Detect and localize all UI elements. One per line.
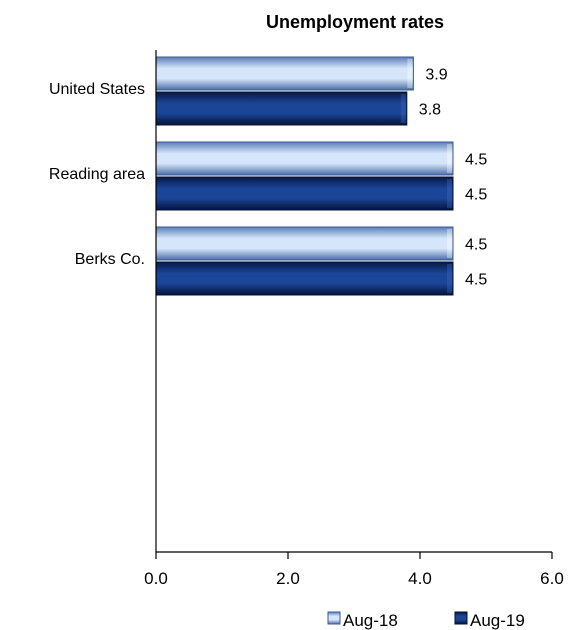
data-label: 4.5 [465,187,487,204]
data-label: 4.5 [465,152,487,169]
bar-aug-19-reading-area [155,176,454,211]
legend-swatch-aug-18 [327,611,341,625]
data-labels-group: 3.9 3.8 4.5 4.5 4.5 4.5 [419,67,488,289]
bar-end-highlight [447,264,452,293]
bar-end-highlight [447,144,452,173]
legend: Aug-18 Aug-19 [327,611,525,630]
data-label: 4.5 [465,237,487,254]
legend-swatch-aug-19 [454,611,468,625]
bar-end-highlight [400,94,406,123]
data-label: 3.9 [425,67,447,84]
chart-title: Unemployment rates [266,12,444,32]
bar-aug-19-united-states [155,91,408,126]
category-label: Reading area [49,166,145,183]
legend-label-aug-18: Aug-18 [343,611,398,630]
bar-end-highlight [447,229,452,258]
bar-aug-19-berks-co [155,261,454,296]
legend-label-aug-19: Aug-19 [470,611,525,630]
category-label: Berks Co. [75,251,145,268]
x-tick-label: 0.0 [144,569,168,588]
bar-aug-18-united-states [155,56,414,91]
x-tick-label: 4.0 [408,569,432,588]
bar-end-highlight [407,59,413,88]
category-label: United States [49,81,145,98]
data-label: 4.5 [465,272,487,289]
x-tick-label: 6.0 [540,569,564,588]
bars-group [155,56,454,296]
x-tick-label: 2.0 [276,569,300,588]
category-labels-group: United States Reading area Berks Co. [49,81,145,268]
bar-aug-18-berks-co [155,226,454,261]
bar-aug-18-reading-area [155,141,454,176]
x-axis-ticks: 0.0 2.0 4.0 6.0 [144,552,564,588]
bar-end-highlight [447,179,452,208]
data-label: 3.8 [419,102,441,119]
